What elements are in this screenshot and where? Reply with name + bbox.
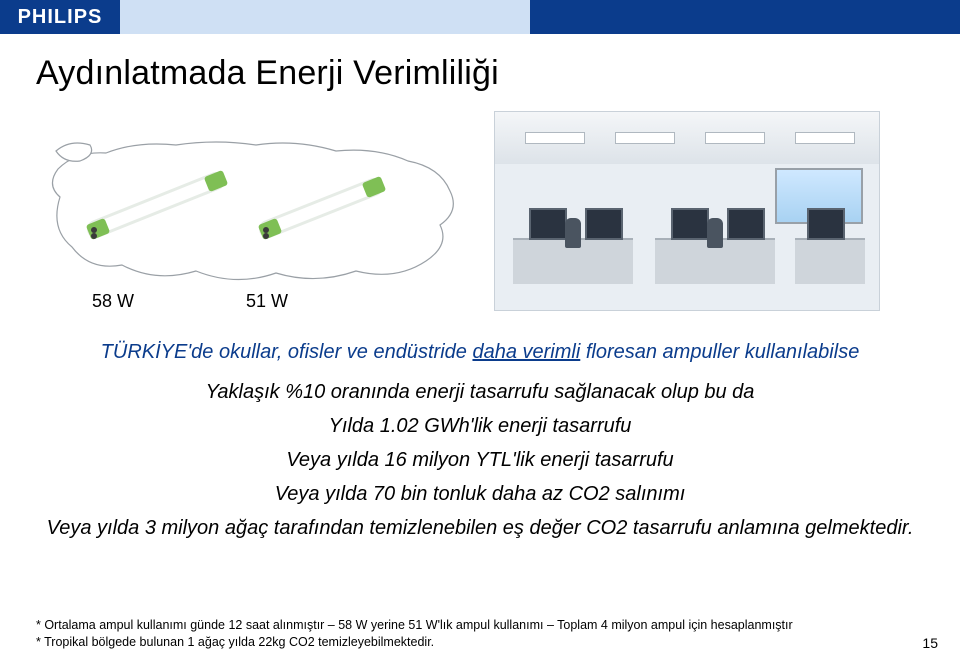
watt-right-label: 51 W bbox=[246, 291, 288, 311]
content-block: TÜRKİYE'de okullar, ofisler ve endüstrid… bbox=[36, 335, 924, 545]
header-band-blue bbox=[530, 0, 960, 34]
light-fixture-icon bbox=[615, 132, 675, 144]
body-line: Yılda 1.02 GWh'lik enerji tasarrufu bbox=[36, 409, 924, 443]
office-photo bbox=[494, 111, 880, 311]
body-line: Yaklaşık %10 oranında enerji tasarrufu s… bbox=[36, 375, 924, 409]
monitor-icon bbox=[727, 208, 765, 240]
monitor-icon bbox=[671, 208, 709, 240]
header-bar: PHILIPS bbox=[0, 0, 960, 34]
brand-logo: PHILIPS bbox=[0, 0, 120, 34]
body-line: Veya yılda 70 bin tonluk daha az CO2 sal… bbox=[36, 477, 924, 511]
light-fixture-icon bbox=[795, 132, 855, 144]
body-line: Veya yılda 16 milyon YTL'lik enerji tasa… bbox=[36, 443, 924, 477]
watt-left-label: 58 W bbox=[92, 291, 134, 311]
lead-line: TÜRKİYE'de okullar, ofisler ve endüstrid… bbox=[36, 335, 924, 369]
monitor-icon bbox=[585, 208, 623, 240]
light-fixture-icon bbox=[525, 132, 585, 144]
header-band-light bbox=[120, 0, 530, 34]
footnotes: * Ortalama ampul kullanımı günde 12 saat… bbox=[36, 617, 924, 651]
monitor-icon bbox=[529, 208, 567, 240]
person-icon bbox=[565, 218, 581, 248]
lead-suffix: floresan ampuller kullanılabilse bbox=[580, 341, 859, 363]
body-line: Veya yılda 3 milyon ağaç tarafından temi… bbox=[36, 511, 924, 545]
map-thrace bbox=[56, 143, 92, 161]
footnote-line: * Tropikal bölgede bulunan 1 ağaç yılda … bbox=[36, 634, 924, 651]
images-row: 58 W 51 W bbox=[36, 111, 924, 311]
light-fixture-icon bbox=[705, 132, 765, 144]
footnote-line: * Ortalama ampul kullanımı günde 12 saat… bbox=[36, 617, 924, 634]
office-desk bbox=[795, 238, 865, 284]
lead-prefix: TÜRKİYE'de okullar, ofisler ve endüstrid… bbox=[101, 341, 473, 363]
person-icon bbox=[707, 218, 723, 248]
page-title: Aydınlatmada Enerji Verimliliği bbox=[36, 54, 924, 93]
slide-body: Aydınlatmada Enerji Verimliliği bbox=[0, 34, 960, 665]
monitor-icon bbox=[807, 208, 845, 240]
map-outline bbox=[52, 142, 453, 280]
lead-underlined: daha verimli bbox=[472, 341, 580, 363]
turkey-map: 58 W 51 W bbox=[36, 111, 466, 311]
page-number: 15 bbox=[922, 635, 938, 651]
